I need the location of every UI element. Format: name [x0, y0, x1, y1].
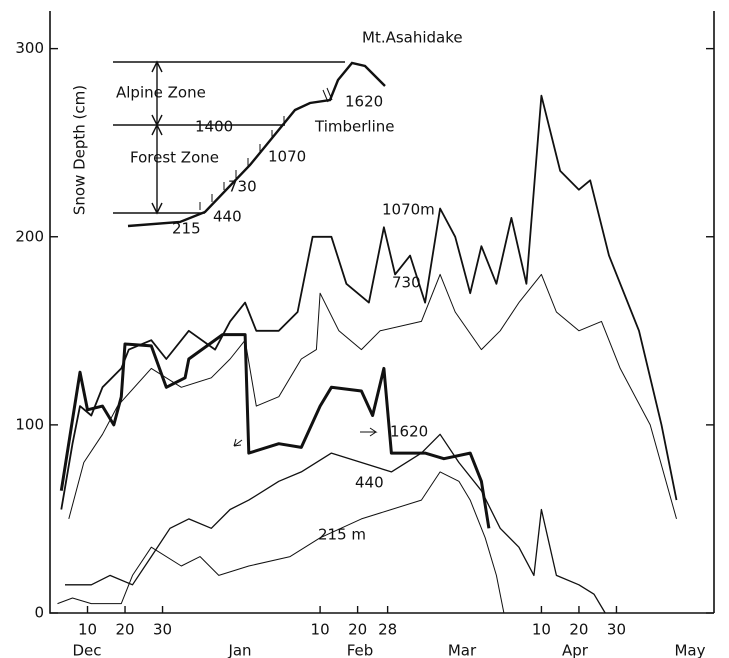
inset-trees: [199, 116, 285, 210]
inset-label: 440: [213, 208, 242, 226]
month-label: May: [674, 642, 705, 658]
y-tick-label: 100: [15, 415, 44, 433]
inset-label: Timberline: [314, 118, 394, 136]
x-tick-label: 20: [569, 621, 588, 639]
x-tick-label: 30: [607, 621, 626, 639]
series-line: [65, 433, 606, 614]
month-label: Feb: [347, 642, 374, 658]
series-label: 1070m: [382, 201, 435, 219]
inset-label: Mt.Asahidake: [362, 29, 463, 47]
series-label: 1620: [390, 423, 428, 441]
month-label: Jan: [227, 642, 251, 658]
series-label: 730: [392, 274, 421, 292]
x-tick-label: 28: [378, 621, 397, 639]
series-label: 215 m: [318, 526, 366, 544]
y-tick-label: 200: [15, 227, 44, 245]
x-tick-label: 20: [115, 621, 134, 639]
x-tick-label: 10: [532, 621, 551, 639]
inset-hut: [322, 87, 333, 103]
inset-label: 1400: [195, 118, 233, 136]
inset-label: 1070: [268, 148, 306, 166]
x-tick-label: 30: [153, 621, 172, 639]
inset-label: 730: [228, 178, 257, 196]
x-tick-label: 10: [311, 621, 330, 639]
series-line: [57, 471, 505, 614]
inset-profile: [127, 61, 386, 228]
inset-label: 215: [172, 220, 201, 238]
month-label: Apr: [562, 642, 589, 658]
annotation-arrow: [233, 427, 378, 447]
series-line: [68, 273, 677, 520]
inset-arrow-heads: [151, 60, 163, 215]
series-label: 440: [355, 474, 384, 492]
inset-diagram: [113, 60, 386, 228]
inset-label: Forest Zone: [130, 149, 219, 167]
month-label: Dec: [72, 642, 101, 658]
x-tick-label: 20: [348, 621, 367, 639]
series-line: [59, 333, 491, 529]
x-tick-label: 10: [78, 621, 97, 639]
y-tick-label: 0: [34, 604, 44, 622]
series-line: [60, 94, 678, 510]
inset-label: 1620: [345, 93, 383, 111]
y-tick-label: 300: [15, 39, 44, 57]
y-axis-label: Snow Depth (cm): [71, 85, 89, 215]
inset-label: Alpine Zone: [116, 84, 206, 102]
month-label: Mar: [448, 642, 477, 658]
